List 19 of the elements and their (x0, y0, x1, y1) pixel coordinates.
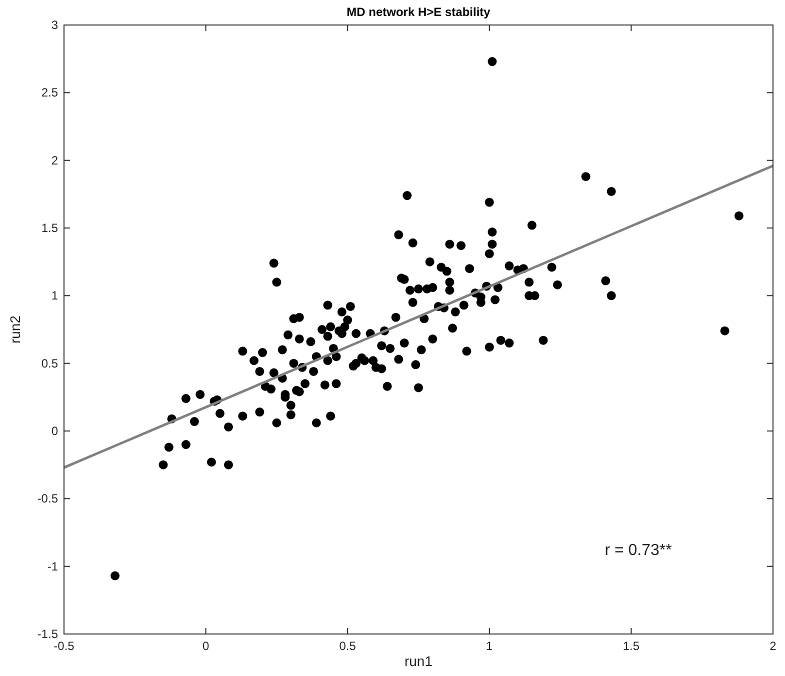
y-axis-title: run2 (7, 315, 23, 344)
x-tick-label: 1.5 (622, 639, 640, 653)
y-tick-label: 1.5 (41, 221, 58, 235)
x-tick-label: 1 (486, 639, 494, 653)
x-axis-title: run1 (404, 653, 433, 669)
annotation: r = 0.73** (604, 542, 672, 559)
y-tick-label: -1.5 (37, 627, 58, 641)
x-tick-label: 0 (202, 639, 210, 653)
y-tick-label: 2.5 (41, 86, 58, 100)
y-tick-label: 0.5 (41, 356, 58, 370)
y-tick-label: 0 (51, 424, 58, 438)
chart-title: MD network H>E stability (346, 5, 491, 19)
y-tick-label: 3 (51, 18, 58, 32)
y-tick-label: -1 (47, 559, 58, 574)
x-tick-label: 0.5 (339, 639, 356, 653)
y-tick-label: 2 (51, 153, 58, 168)
y-tick-label: 1 (51, 288, 58, 303)
y-tick-label: -0.5 (37, 492, 58, 506)
x-tick-label: 2 (770, 639, 777, 653)
